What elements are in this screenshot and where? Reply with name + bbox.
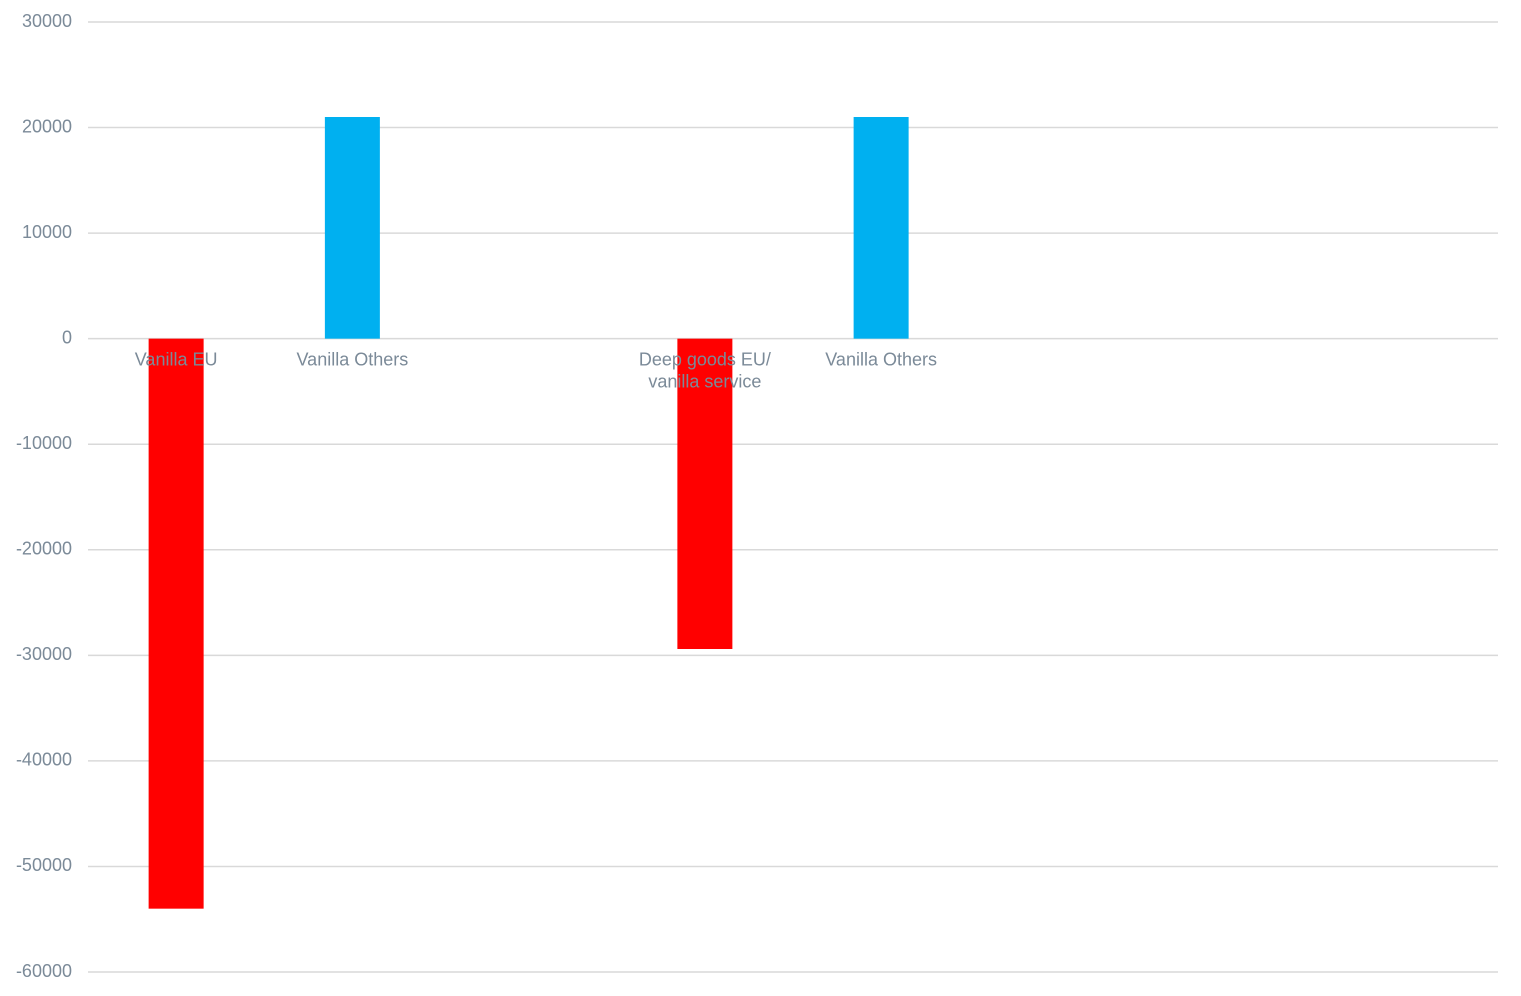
y-tick-label: 0 [62,327,72,347]
y-tick-label: -30000 [16,644,72,664]
x-tick-label: Vanilla Others [825,349,937,369]
x-tick-label: Vanilla Others [297,349,409,369]
y-tick-label: 10000 [22,222,72,242]
y-tick-label: -60000 [16,961,72,981]
bar [148,338,204,909]
y-tick-label: -10000 [16,433,72,453]
y-tick-label: 20000 [22,116,72,136]
y-tick-label: -20000 [16,539,72,559]
bar [853,117,909,339]
y-tick-label: -40000 [16,750,72,770]
bar [677,338,733,649]
y-tick-label: 30000 [22,11,72,31]
y-tick-label: -50000 [16,855,72,875]
x-tick-label: Vanilla EU [135,349,218,369]
bar [324,117,380,339]
x-tick-label: Deep goods EU/vanilla service [639,349,771,391]
